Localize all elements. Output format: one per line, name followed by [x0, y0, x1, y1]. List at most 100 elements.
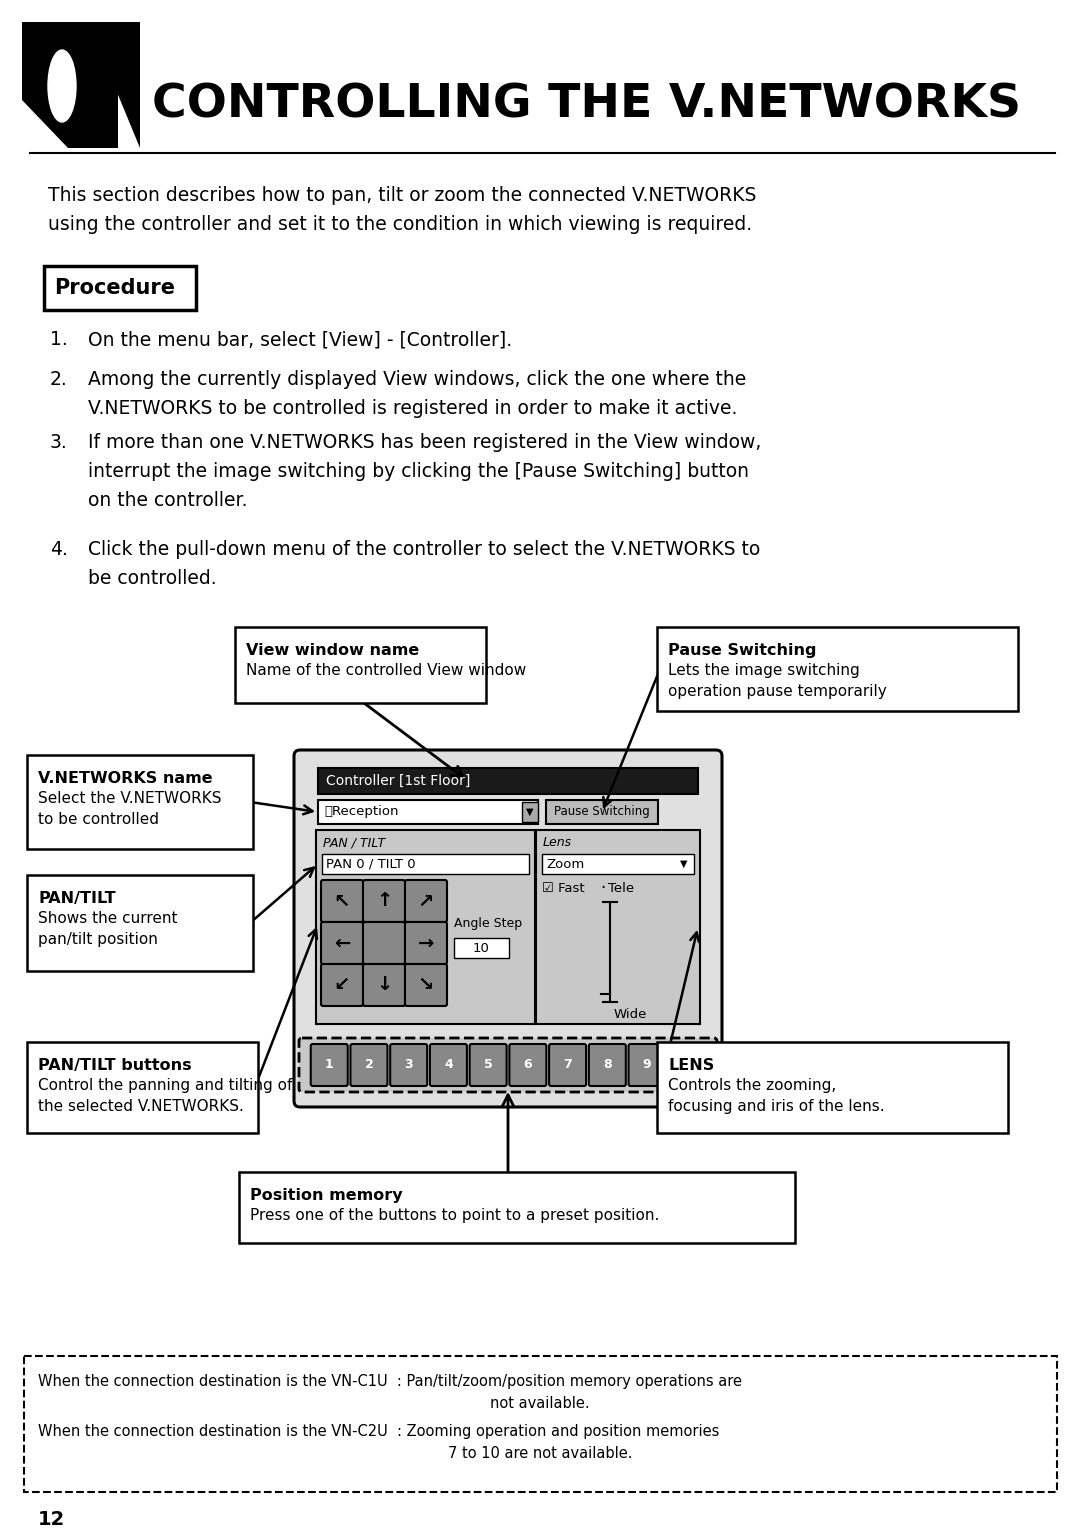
Text: Controls the zooming,
focusing and iris of the lens.: Controls the zooming, focusing and iris …	[669, 1078, 885, 1114]
Polygon shape	[87, 21, 140, 147]
Text: 4: 4	[444, 1058, 453, 1072]
Text: 1: 1	[325, 1058, 334, 1072]
Text: 1.: 1.	[50, 330, 68, 350]
Text: Position memory: Position memory	[249, 1187, 403, 1203]
Text: not available.: not available.	[490, 1396, 590, 1411]
Text: Angle Step: Angle Step	[454, 917, 522, 931]
FancyBboxPatch shape	[405, 922, 447, 963]
FancyBboxPatch shape	[669, 1045, 705, 1086]
Text: ↙: ↙	[334, 976, 350, 994]
Text: ↖: ↖	[334, 891, 350, 911]
FancyBboxPatch shape	[321, 963, 363, 1006]
FancyBboxPatch shape	[294, 750, 723, 1108]
FancyBboxPatch shape	[299, 1039, 717, 1092]
Text: ↑: ↑	[376, 891, 392, 911]
FancyBboxPatch shape	[321, 881, 363, 922]
FancyBboxPatch shape	[657, 1042, 1008, 1134]
Text: This section describes how to pan, tilt or zoom the connected V.NETWORKS
using t: This section describes how to pan, tilt …	[48, 186, 756, 233]
FancyBboxPatch shape	[318, 769, 698, 795]
Text: 12: 12	[38, 1509, 65, 1529]
Text: If more than one V.NETWORKS has been registered in the View window,
interrupt th: If more than one V.NETWORKS has been reg…	[87, 433, 761, 509]
Text: 2.: 2.	[50, 370, 68, 390]
Text: ·: ·	[600, 879, 605, 897]
Text: 3.: 3.	[50, 433, 68, 453]
FancyBboxPatch shape	[510, 1045, 546, 1086]
Text: 6: 6	[524, 1058, 532, 1072]
Text: Lets the image switching
operation pause temporarily: Lets the image switching operation pause…	[669, 663, 887, 700]
Text: 10: 10	[678, 1058, 696, 1072]
FancyBboxPatch shape	[454, 937, 509, 959]
FancyBboxPatch shape	[536, 830, 700, 1025]
FancyBboxPatch shape	[322, 854, 529, 874]
Text: 3: 3	[404, 1058, 413, 1072]
Text: ↗: ↗	[418, 891, 434, 911]
Text: ▼: ▼	[680, 859, 688, 868]
FancyBboxPatch shape	[235, 627, 486, 703]
FancyBboxPatch shape	[321, 922, 363, 963]
Text: Among the currently displayed View windows, click the one where the
V.NETWORKS t: Among the currently displayed View windo…	[87, 370, 746, 417]
Text: 7: 7	[563, 1058, 572, 1072]
FancyBboxPatch shape	[522, 802, 538, 822]
FancyBboxPatch shape	[549, 1045, 586, 1086]
FancyBboxPatch shape	[311, 1045, 348, 1086]
Text: Name of the controlled View window: Name of the controlled View window	[246, 663, 526, 678]
FancyBboxPatch shape	[27, 755, 253, 848]
Text: Controller [1st Floor]: Controller [1st Floor]	[326, 775, 471, 788]
FancyBboxPatch shape	[470, 1045, 507, 1086]
Text: View window name: View window name	[246, 643, 419, 658]
FancyBboxPatch shape	[316, 830, 535, 1025]
FancyBboxPatch shape	[629, 1045, 665, 1086]
Text: Press one of the buttons to point to a preset position.: Press one of the buttons to point to a p…	[249, 1207, 660, 1223]
Text: Select the V.NETWORKS
to be controlled: Select the V.NETWORKS to be controlled	[38, 792, 221, 827]
Text: ↓: ↓	[376, 976, 392, 994]
Text: ☑ Fast: ☑ Fast	[542, 882, 584, 894]
FancyBboxPatch shape	[350, 1045, 388, 1086]
Text: 9: 9	[643, 1058, 651, 1072]
Text: 5: 5	[484, 1058, 492, 1072]
Text: PAN / TILT: PAN / TILT	[323, 836, 386, 850]
Text: V.NETWORKS name: V.NETWORKS name	[38, 772, 213, 785]
FancyBboxPatch shape	[405, 881, 447, 922]
Text: On the menu bar, select [View] - [Controller].: On the menu bar, select [View] - [Contro…	[87, 330, 512, 350]
Text: 4.: 4.	[50, 540, 68, 558]
FancyBboxPatch shape	[239, 1172, 795, 1243]
FancyBboxPatch shape	[318, 801, 538, 824]
Text: 10: 10	[473, 942, 489, 954]
FancyBboxPatch shape	[27, 1042, 258, 1134]
Text: CONTROLLING THE V.NETWORKS: CONTROLLING THE V.NETWORKS	[152, 83, 1021, 127]
Text: LENS: LENS	[669, 1058, 714, 1072]
Text: Shows the current
pan/tilt position: Shows the current pan/tilt position	[38, 911, 177, 946]
FancyBboxPatch shape	[390, 1045, 428, 1086]
FancyBboxPatch shape	[27, 874, 253, 971]
FancyBboxPatch shape	[24, 1356, 1057, 1493]
Text: ←: ←	[334, 934, 350, 953]
Text: Pause Switching: Pause Switching	[669, 643, 816, 658]
Text: PAN 0 / TILT 0: PAN 0 / TILT 0	[326, 858, 416, 870]
Text: ↘: ↘	[418, 976, 434, 994]
FancyBboxPatch shape	[430, 1045, 467, 1086]
Text: When the connection destination is the VN-C2U  : Zooming operation and position : When the connection destination is the V…	[38, 1424, 719, 1439]
Text: When the connection destination is the VN-C1U  : Pan/tilt/zoom/position memory o: When the connection destination is the V…	[38, 1374, 742, 1388]
FancyBboxPatch shape	[542, 854, 694, 874]
FancyBboxPatch shape	[657, 627, 1018, 710]
Text: Procedure: Procedure	[54, 278, 175, 298]
Text: ⦿Reception: ⦿Reception	[324, 805, 399, 819]
FancyBboxPatch shape	[44, 265, 195, 310]
FancyBboxPatch shape	[363, 881, 405, 922]
Text: Tele: Tele	[608, 882, 634, 894]
FancyBboxPatch shape	[546, 801, 658, 824]
FancyBboxPatch shape	[589, 1045, 625, 1086]
Polygon shape	[22, 100, 68, 147]
Text: Click the pull-down menu of the controller to select the V.NETWORKS to
be contro: Click the pull-down menu of the controll…	[87, 540, 760, 588]
Polygon shape	[22, 21, 118, 147]
FancyBboxPatch shape	[363, 922, 405, 963]
Text: Pause Switching: Pause Switching	[554, 805, 650, 819]
FancyBboxPatch shape	[363, 963, 405, 1006]
Text: Zoom: Zoom	[546, 858, 584, 870]
Text: 7 to 10 are not available.: 7 to 10 are not available.	[448, 1447, 632, 1460]
Text: →: →	[418, 934, 434, 953]
FancyBboxPatch shape	[405, 963, 447, 1006]
Text: ▼: ▼	[526, 807, 534, 818]
Text: Control the panning and tilting of
the selected V.NETWORKS.: Control the panning and tilting of the s…	[38, 1078, 293, 1114]
Text: 8: 8	[603, 1058, 611, 1072]
